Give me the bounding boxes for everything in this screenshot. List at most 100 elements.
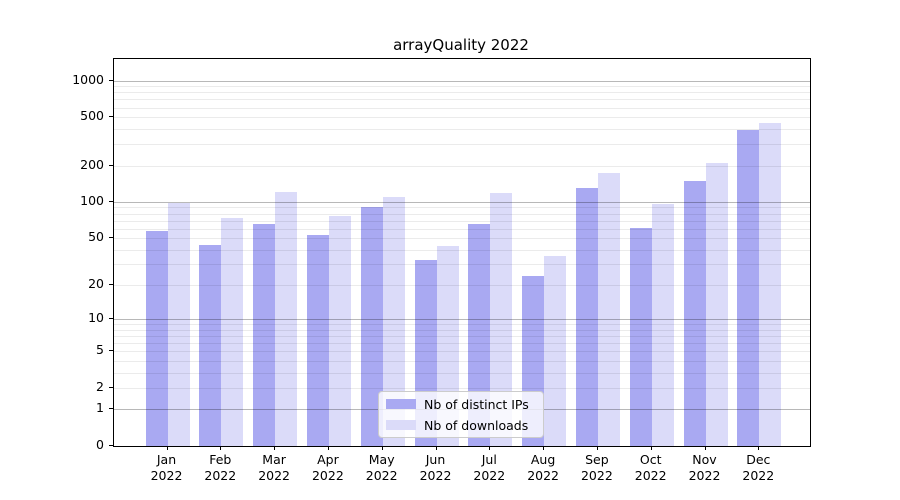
y-tick-label-20: 20 [88, 276, 104, 291]
x-tick-jan [166, 446, 168, 450]
bar-distinct-ips-oct [629, 227, 652, 446]
y-tick-label-10: 10 [88, 310, 104, 326]
gridline-4 [114, 360, 810, 362]
bar-distinct-ips-jul [468, 224, 491, 446]
legend-item-downloads: Nb of downloads [379, 416, 543, 434]
x-tick-apr [327, 446, 330, 450]
y-tick-500 [109, 116, 113, 118]
y-tick-label-1000: 1000 [72, 71, 104, 87]
legend-label-distinct-ips: Nb of distinct IPs [424, 396, 529, 412]
y-tick-label-5: 5 [96, 342, 104, 358]
bar-downloads-sep [597, 173, 620, 446]
y-tick-10 [109, 318, 113, 320]
grid-layer [114, 59, 810, 446]
x-tick-dec [758, 446, 760, 450]
y-tick-label-2: 2 [96, 378, 104, 394]
x-tick-oct [650, 446, 652, 450]
x-tick-may [381, 446, 383, 450]
y-tick-label-200: 200 [80, 156, 104, 172]
gridline-10 [114, 319, 810, 321]
x-tick-label-nov: Nov 2022 [688, 452, 721, 483]
gridline-900 [114, 86, 810, 88]
x-tick-mar [274, 446, 276, 450]
x-tick-label-dec: Dec 2022 [742, 452, 775, 483]
chart-title: arrayQuality 2022 [393, 36, 529, 54]
legend: Nb of distinct IPs Nb of downloads [378, 391, 544, 438]
gridline-1000 [114, 80, 810, 82]
gridline-5 [114, 351, 810, 353]
y-tick-100 [109, 200, 113, 203]
y-tick-20 [109, 284, 113, 286]
y-tick-label-1: 1 [96, 400, 104, 416]
x-tick-label-sep: Sep 2022 [580, 452, 613, 483]
x-tick-label-mar: Mar 2022 [258, 452, 290, 483]
gridline-40 [114, 249, 810, 251]
bar-distinct-ips-mar [253, 224, 276, 446]
x-tick-nov [704, 446, 706, 450]
bar-distinct-ips-dec [737, 129, 760, 446]
x-tick-label-apr: Apr 2022 [311, 452, 344, 483]
y-tick-1000 [109, 79, 113, 81]
bar-distinct-ips-may [360, 206, 383, 446]
bar-downloads-jan [167, 202, 190, 446]
y-tick-1 [109, 408, 113, 410]
gridline-6 [114, 343, 810, 345]
bar-downloads-nov [705, 162, 728, 446]
x-tick-sep [596, 446, 599, 450]
bar-downloads-feb [221, 217, 244, 446]
x-tick-label-jan: Jan 2022 [150, 452, 183, 483]
x-tick-jul [489, 446, 491, 450]
plot-area [113, 58, 811, 447]
x-tick-label-feb: Feb 2022 [204, 452, 237, 483]
gridline-20 [114, 285, 810, 286]
gridline-80 [114, 213, 810, 215]
gridline-9 [114, 324, 810, 326]
x-tick-jun [435, 446, 437, 450]
gridline-400 [114, 128, 810, 130]
legend-swatch-downloads [386, 420, 416, 430]
bar-distinct-ips-sep [575, 188, 598, 446]
x-tick-label-aug: Aug 2022 [527, 452, 559, 483]
gridline-7 [114, 336, 810, 337]
y-tick-200 [109, 164, 113, 166]
bar-downloads-mar [275, 192, 298, 446]
bar-distinct-ips-nov [683, 180, 706, 446]
y-tick-0 [109, 445, 113, 447]
gridline-8 [114, 329, 810, 331]
bars-layer [114, 59, 810, 446]
bar-distinct-ips-apr [306, 235, 329, 446]
bar-downloads-oct [651, 204, 674, 446]
x-tick-label-may: May 2022 [365, 452, 398, 483]
bar-distinct-ips-jan [145, 231, 168, 446]
bar-distinct-ips-feb [199, 244, 222, 446]
y-tick-5 [109, 350, 113, 352]
x-tick-feb [220, 446, 222, 450]
y-tick-label-50: 50 [88, 229, 104, 244]
y-tick-label-500: 500 [80, 108, 104, 124]
gridline-800 [114, 92, 810, 94]
gridline-300 [114, 144, 810, 146]
gridline-600 [114, 107, 810, 109]
y-tick-2 [109, 386, 113, 389]
bar-downloads-may [382, 196, 405, 446]
y-tick-label-0: 0 [96, 437, 104, 452]
gridline-90 [114, 207, 810, 209]
gridline-50 [114, 238, 810, 239]
x-tick-aug [543, 446, 545, 450]
gridline-500 [114, 117, 810, 119]
bar-downloads-jul [490, 193, 513, 446]
bar-downloads-aug [544, 256, 567, 446]
y-tick-50 [109, 237, 113, 239]
gridline-60 [114, 228, 810, 230]
y-tick-label-100: 100 [80, 192, 104, 208]
bar-downloads-dec [759, 122, 782, 446]
gridline-3 [114, 372, 810, 374]
x-tick-label-jun: Jun 2022 [419, 452, 452, 483]
gridline-700 [114, 99, 810, 101]
gridline-2 [114, 387, 810, 389]
gridline-30 [114, 264, 810, 266]
gridline-70 [114, 220, 810, 222]
x-tick-label-jul: Jul 2022 [473, 452, 506, 483]
x-tick-label-oct: Oct 2022 [634, 452, 667, 483]
